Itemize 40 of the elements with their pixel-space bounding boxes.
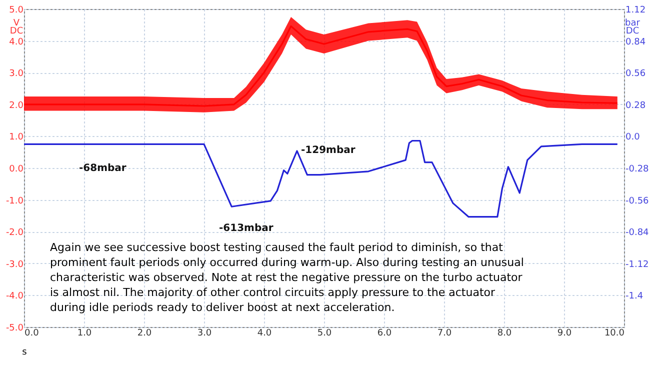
y2-axis-title: bar DC (625, 18, 640, 36)
y2-tick-label: 1.12 (626, 6, 646, 16)
y-tick-label: 0.0 (9, 164, 24, 174)
x-tick-label: 8.0 (497, 328, 512, 338)
y2-tick-label: -0.28 (626, 164, 650, 174)
x-tick-label: 6.0 (377, 328, 392, 338)
x-tick-label: 1.0 (77, 328, 92, 338)
annotation: -129mbar (301, 145, 356, 156)
y2-tick-label: 0.56 (626, 69, 646, 80)
x-tick-label: 5.0 (317, 328, 332, 338)
x-tick-label: 9.0 (557, 328, 572, 338)
y2-tick-label: 0.0 (626, 132, 640, 143)
y2-tick-label: -1.12 (626, 260, 649, 270)
annotation: Again we see successive boost testing caused the fault period to diminish, so that prominent fault periods only occurred during warm-up. Also during testing an unusual characteristic was observed. Note at rest the negative pressure on the turbo actuator is almost nil. The majority of other control circuits apply pressure to the actuator during idle periods ready to deliver boost at next acceleration. (50, 241, 524, 314)
x-tick-label: 10.0 (604, 328, 625, 338)
y-tick-label: -1.0 (6, 196, 24, 206)
x-tick-label: 2.0 (137, 328, 152, 338)
y-tick-label: 4.0 (9, 37, 24, 48)
y-tick-label: -5.0 (6, 324, 24, 334)
y-tick-label: 1.0 (9, 132, 24, 143)
annotation: -68mbar (79, 163, 126, 174)
x-tick-label: 7.0 (437, 328, 452, 338)
x-axis-title: s (22, 348, 28, 358)
y2-tick-label: -0.84 (626, 228, 650, 238)
y-tick-label: 3.0 (9, 69, 24, 80)
y2-tick-label: 0.28 (626, 100, 646, 111)
y2-tick-label: 0.84 (626, 37, 646, 48)
y2-tick-label: -0.56 (626, 196, 650, 206)
annotation: -613mbar (219, 223, 274, 234)
line-series (23, 140, 618, 218)
x-tick-label: 3.0 (197, 328, 212, 338)
x-tick-label: 4.0 (257, 328, 272, 338)
y-axis-title: V DC (10, 18, 24, 36)
y-tick-label: 5.0 (9, 6, 24, 16)
y2-tick-label: -1.4 (626, 292, 644, 302)
y-tick-label: -2.0 (6, 228, 24, 238)
x-tick-label: 0.0 (24, 328, 40, 338)
y-tick-label: 2.0 (9, 100, 24, 111)
y-tick-label: -3.0 (6, 260, 24, 270)
y-tick-label: -4.0 (6, 292, 24, 302)
